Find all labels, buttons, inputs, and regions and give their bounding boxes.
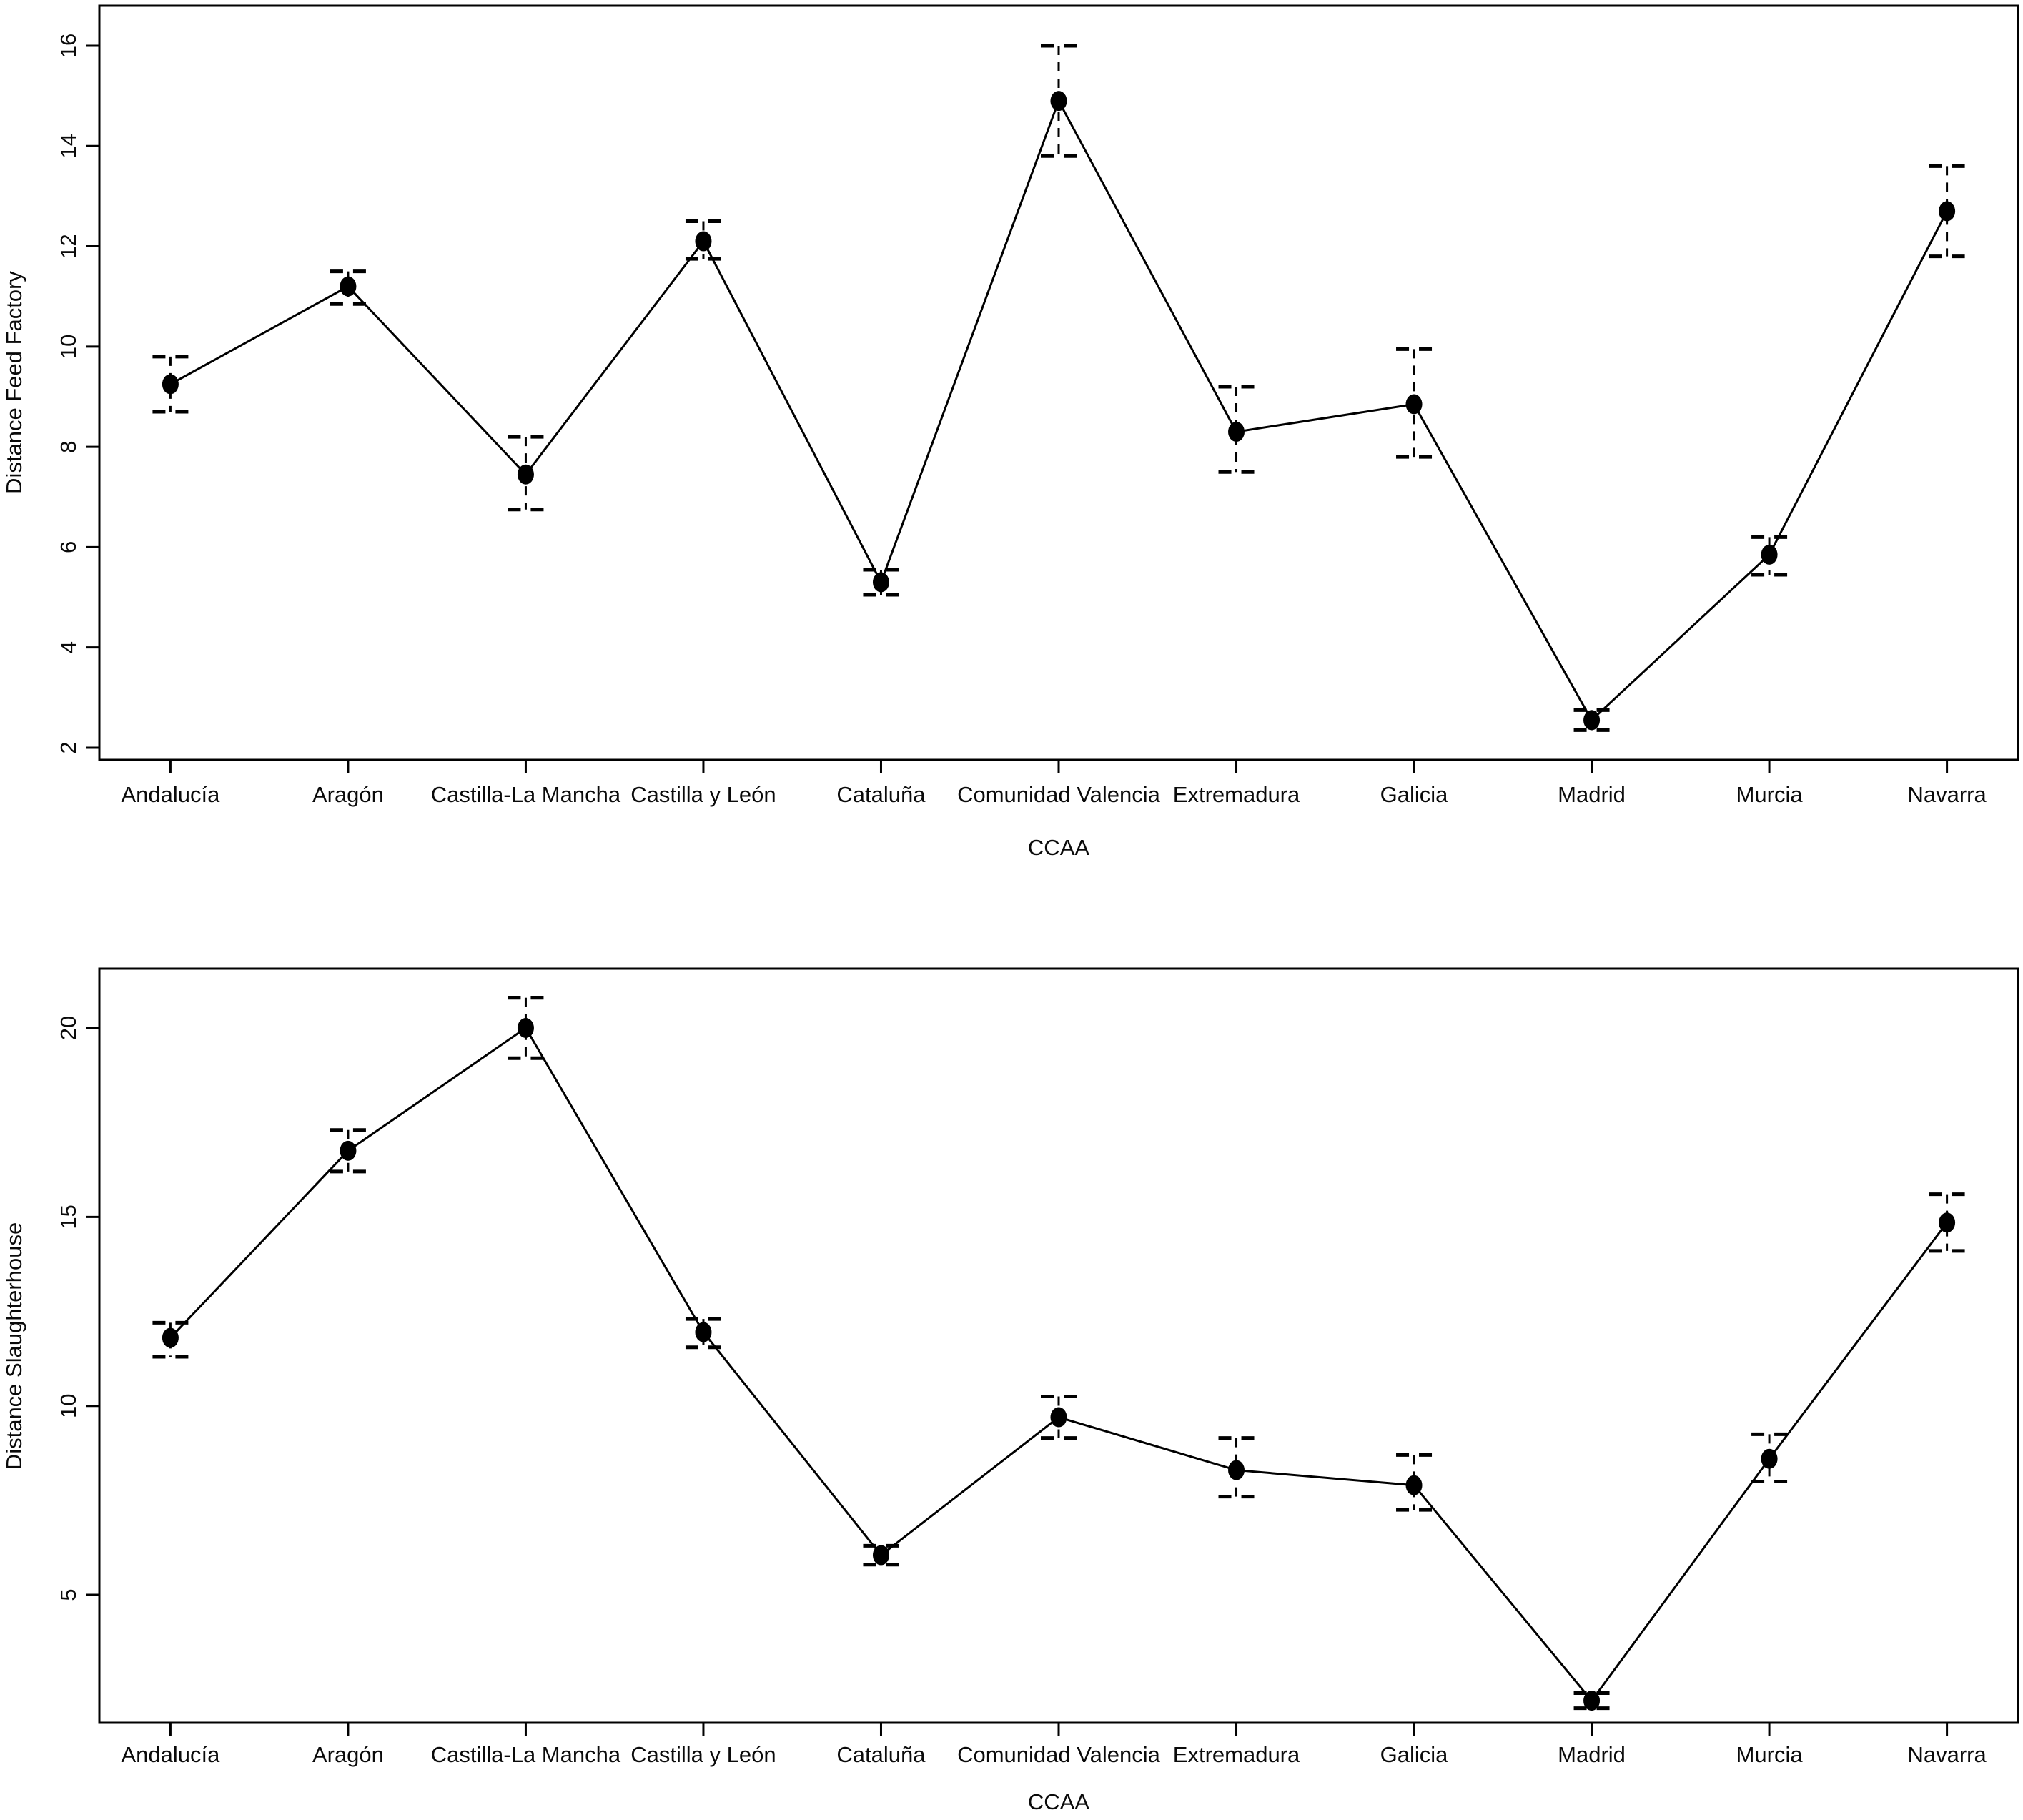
data-point	[517, 1018, 534, 1038]
x-tick-label: Comunidad Valencia	[957, 1742, 1161, 1767]
y-tick-label: 20	[56, 1016, 81, 1040]
data-point	[695, 1322, 712, 1342]
x-tick-label: Castilla-La Mancha	[431, 782, 621, 807]
data-point	[1761, 544, 1778, 565]
data-point	[340, 1140, 357, 1161]
x-axis-title: CCAA	[1028, 1789, 1089, 1814]
x-axis-title: CCAA	[1028, 835, 1089, 860]
data-point	[162, 374, 179, 395]
x-tick-label: Cataluña	[836, 1742, 926, 1767]
data-point	[1050, 91, 1067, 112]
error-bars	[152, 996, 1965, 1711]
plot-frame	[98, 967, 2019, 1724]
y-tick-label: 16	[56, 34, 81, 58]
x-tick-label: Andalucía	[121, 1742, 220, 1767]
x-tick-label: Galicia	[1380, 1742, 1449, 1767]
y-tick-label: 4	[56, 641, 81, 653]
y-tick-label: 10	[56, 1393, 81, 1418]
data-point	[1405, 1475, 1423, 1495]
y-axis: 5 10 15 20	[56, 1016, 99, 1601]
error-bars	[152, 44, 1965, 732]
slaughterhouse-chart: 5 10 15 20 Andalucía Aragón Castilla-La Manch…	[1, 967, 2019, 1814]
feed-factory-chart: 2 4 6 8 10 12 14 16 Andalucía Aragón Castilla-La …	[1, 4, 2019, 860]
data-points	[162, 91, 1956, 731]
y-axis-title: Distance Feed Factory	[1, 271, 26, 494]
y-tick-label: 15	[56, 1205, 81, 1229]
data-point	[872, 1545, 889, 1566]
x-tick-label: Navarra	[1907, 782, 1987, 807]
x-tick-label: Galicia	[1380, 782, 1449, 807]
series-line	[169, 1026, 1948, 1703]
x-tick-label: Murcia	[1736, 782, 1804, 807]
data-point	[1050, 1407, 1067, 1428]
x-tick-label: Murcia	[1736, 1742, 1804, 1767]
data-point	[1583, 1691, 1601, 1711]
x-tick-label: Navarra	[1907, 1742, 1987, 1767]
data-points	[162, 1018, 1956, 1711]
x-tick-label: Aragón	[312, 782, 384, 807]
data-point	[517, 464, 534, 485]
data-point	[340, 276, 357, 297]
x-axis: Andalucía Aragón Castilla-La Mancha Castill…	[121, 760, 1987, 807]
data-point	[162, 1327, 179, 1348]
x-tick-label: Castilla-La Mancha	[431, 1742, 621, 1767]
y-axis-title: Distance Slaughterhouse	[1, 1222, 26, 1470]
x-tick-label: Cataluña	[836, 782, 926, 807]
x-axis: Andalucía Aragón Castilla-La Mancha Castill…	[121, 1723, 1987, 1767]
x-tick-label: Madrid	[1558, 782, 1626, 807]
data-point	[1228, 1460, 1245, 1480]
data-point	[1228, 422, 1245, 442]
y-tick-label: 14	[56, 134, 81, 158]
data-point	[1583, 710, 1601, 731]
x-tick-label: Castilla y León	[630, 782, 776, 807]
y-tick-label: 5	[56, 1588, 81, 1601]
y-axis: 2 4 6 8 10 12 14 16	[56, 34, 99, 754]
x-tick-label: Andalucía	[121, 782, 220, 807]
data-point	[872, 572, 889, 593]
data-point	[1761, 1448, 1778, 1469]
data-point	[1405, 394, 1423, 415]
data-point	[1939, 1212, 1956, 1233]
x-tick-label: Castilla y León	[630, 1742, 776, 1767]
x-tick-label: Extremadura	[1173, 782, 1300, 807]
y-tick-label: 6	[56, 541, 81, 553]
data-point	[1939, 201, 1956, 222]
y-tick-label: 10	[56, 335, 81, 359]
y-tick-label: 8	[56, 440, 81, 452]
x-tick-label: Extremadura	[1173, 1742, 1300, 1767]
series-line	[169, 98, 1948, 722]
y-tick-label: 2	[56, 741, 81, 753]
x-tick-label: Aragón	[312, 1742, 384, 1767]
x-tick-label: Comunidad Valencia	[957, 782, 1161, 807]
y-tick-label: 12	[56, 234, 81, 258]
x-tick-label: Madrid	[1558, 1742, 1626, 1767]
data-point	[695, 231, 712, 252]
